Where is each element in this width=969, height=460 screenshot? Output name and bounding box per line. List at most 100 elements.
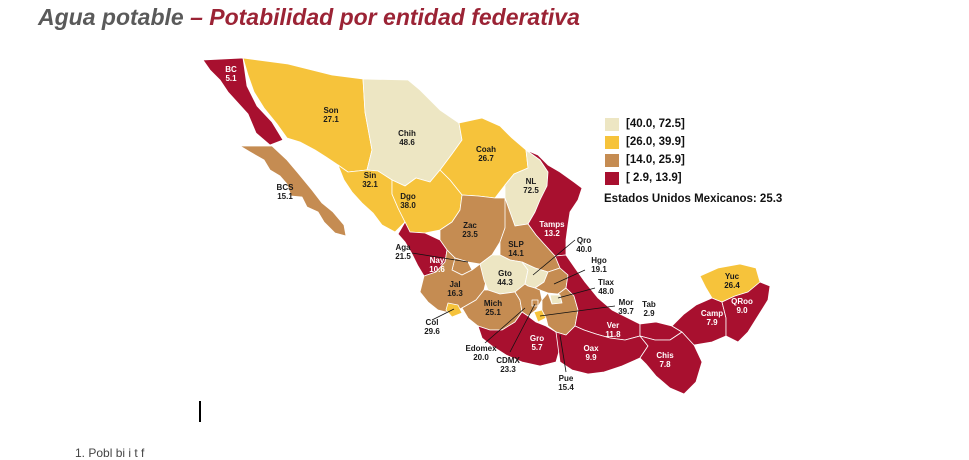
label-jal-name: Jal <box>449 280 460 289</box>
label-bcs-name: BCS <box>277 183 295 192</box>
legend-item-3: [14.0, 25.9] <box>604 151 685 169</box>
state-coah <box>439 117 529 199</box>
label-bcs-value: 15.1 <box>277 192 293 201</box>
label-nl-value: 72.5 <box>523 186 539 195</box>
state-chis <box>639 331 703 395</box>
legend-item-4: [ 2.9, 13.9] <box>604 169 685 187</box>
label-gto-name: Gto <box>498 269 512 278</box>
label-chis-name: Chis <box>656 351 674 360</box>
label-nay-value: 10.6 <box>429 265 445 274</box>
legend-swatch-3 <box>604 152 620 168</box>
label-tab-name: Tab <box>642 300 656 309</box>
label-hgo-value: 19.1 <box>591 265 607 274</box>
label-tamps-value: 13.2 <box>544 229 560 238</box>
state-bcs <box>239 145 347 237</box>
legend-swatch-4 <box>604 170 620 186</box>
label-nay-name: Nay <box>430 256 445 265</box>
text-cursor <box>199 401 201 422</box>
pointer-line-hgo <box>553 269 586 285</box>
label-yuc-name: Yuc <box>725 272 740 281</box>
label-qro-value: 40.0 <box>576 245 592 254</box>
label-zac-value: 23.5 <box>462 230 478 239</box>
label-aga-value: 21.5 <box>395 252 411 261</box>
label-qroo-value: 9.0 <box>736 306 748 315</box>
label-qroo-name: QRoo <box>731 297 753 306</box>
label-slp-value: 14.1 <box>508 249 524 258</box>
legend-item-2: [26.0, 39.9] <box>604 133 685 151</box>
label-dgo-name: Dgo <box>400 192 416 201</box>
legend-label-4: [ 2.9, 13.9] <box>626 172 682 184</box>
label-tlax-value: 48.0 <box>598 287 614 296</box>
label-edomex-name: Edomex <box>465 344 497 353</box>
label-hgo-name: Hgo <box>591 256 607 265</box>
pointer-line-edomex <box>484 307 526 344</box>
legend-item-1: [40.0, 72.5] <box>604 115 685 133</box>
slide-title: Agua potable – Potabilidad por entidad f… <box>38 4 580 31</box>
label-pue-value: 15.4 <box>558 383 574 392</box>
label-jal-value: 16.3 <box>447 289 463 298</box>
state-son <box>242 57 373 173</box>
label-qro-name: Qro <box>577 236 591 245</box>
title-part1: Agua potable <box>38 4 184 30</box>
pointer-line-mor <box>539 305 616 317</box>
label-tlax-name: Tlax <box>598 278 615 287</box>
label-aga-name: Aga <box>395 243 411 252</box>
label-tamps-name: Tamps <box>539 220 565 229</box>
state-cdmx <box>531 299 539 307</box>
state-qroo <box>721 281 771 343</box>
label-sin-value: 32.1 <box>362 180 378 189</box>
label-coah-name: Coah <box>476 145 496 154</box>
legend-swatch-2 <box>604 134 620 150</box>
national-total: Estados Unidos Mexicanos: 25.3 <box>604 193 783 205</box>
label-edomex-value: 20.0 <box>473 353 489 362</box>
label-sin-name: Sin <box>364 171 377 180</box>
label-nl-name: NL <box>526 177 537 186</box>
label-son-name: Son <box>323 106 338 115</box>
title-part2: – Potabilidad por entidad federativa <box>190 4 580 30</box>
map-legend: [40.0, 72.5] [26.0, 39.9] [14.0, 25.9] [… <box>604 115 685 187</box>
label-cdmx-name: CDMX <box>496 356 520 365</box>
label-cdmx-value: 23.3 <box>500 365 516 374</box>
label-gro-value: 5.7 <box>531 343 543 352</box>
label-col-value: 29.6 <box>424 327 440 336</box>
label-tab-value: 2.9 <box>643 309 655 318</box>
label-yuc-value: 26.4 <box>724 281 740 290</box>
label-mich-value: 25.1 <box>485 308 501 317</box>
label-oax-value: 9.9 <box>585 353 597 362</box>
state-bc <box>202 57 284 146</box>
label-ver-value: 11.8 <box>605 330 621 339</box>
label-chis-value: 7.8 <box>659 360 671 369</box>
label-gto-value: 44.3 <box>497 278 513 287</box>
label-slp-name: SLP <box>508 240 524 249</box>
label-ver-name: Ver <box>607 321 619 330</box>
label-dgo-value: 38.0 <box>400 201 416 210</box>
legend-label-1: [40.0, 72.5] <box>626 118 685 130</box>
pointer-line-qro <box>532 239 576 276</box>
pointer-line-aga <box>411 252 469 263</box>
pointer-line-tlax <box>557 287 596 299</box>
pointer-line-pue <box>559 334 567 373</box>
label-chih-value: 48.6 <box>399 138 415 147</box>
pointer-lines <box>411 239 616 373</box>
label-camp-name: Camp <box>701 309 723 318</box>
state-labels: BC 5.1 Son 27.1 Chih 48.6 Coah 26.7 NL 7… <box>225 65 753 392</box>
label-coah-value: 26.7 <box>478 154 494 163</box>
label-pue-name: Pue <box>559 374 574 383</box>
label-zac-name: Zac <box>463 221 477 230</box>
label-bc-value: 5.1 <box>225 74 237 83</box>
label-chih-name: Chih <box>398 129 416 138</box>
legend-label-3: [14.0, 25.9] <box>626 154 685 166</box>
pointer-line-col <box>431 308 455 321</box>
label-bc-name: BC <box>225 65 237 74</box>
label-gro-name: Gro <box>530 334 544 343</box>
label-col-name: Col <box>426 318 439 327</box>
label-mor-name: Mor <box>619 298 634 307</box>
legend-swatch-1 <box>604 116 620 132</box>
label-son-value: 27.1 <box>323 115 339 124</box>
label-oax-name: Oax <box>583 344 599 353</box>
label-camp-value: 7.9 <box>706 318 718 327</box>
pointer-line-cdmx <box>509 303 536 353</box>
footnote: 1. Pobl bi i t f <box>75 446 145 460</box>
legend-label-2: [26.0, 39.9] <box>626 136 685 148</box>
